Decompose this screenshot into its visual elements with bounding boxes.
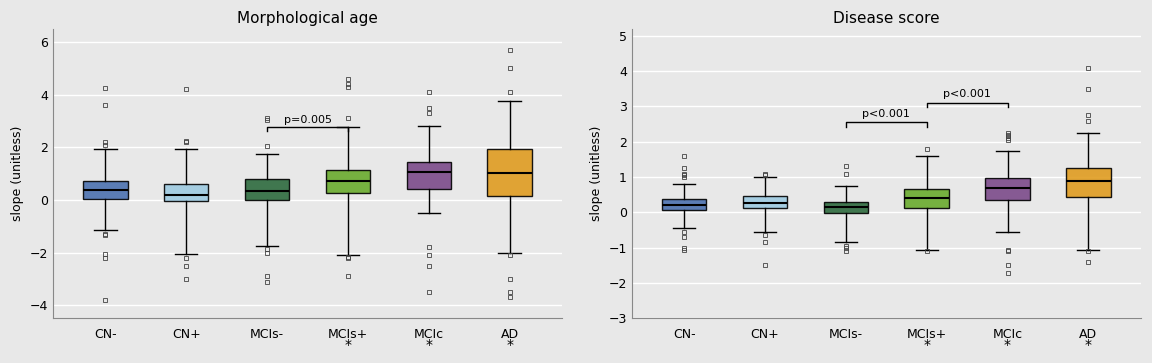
Y-axis label: slope (unitless): slope (unitless) [12, 126, 24, 221]
PathPatch shape [164, 184, 209, 201]
PathPatch shape [662, 199, 706, 210]
Text: p<0.001: p<0.001 [943, 89, 991, 99]
PathPatch shape [407, 162, 450, 189]
PathPatch shape [83, 181, 128, 199]
PathPatch shape [904, 189, 949, 208]
Text: *: * [344, 338, 351, 352]
Text: p=0.005: p=0.005 [283, 115, 332, 125]
Text: p<0.001: p<0.001 [863, 109, 910, 119]
Title: Disease score: Disease score [833, 11, 940, 26]
Title: Morphological age: Morphological age [237, 11, 378, 26]
PathPatch shape [487, 148, 532, 196]
PathPatch shape [1066, 168, 1111, 196]
PathPatch shape [245, 179, 289, 200]
Y-axis label: slope (unitless): slope (unitless) [590, 126, 602, 221]
Text: *: * [425, 338, 432, 352]
Text: *: * [506, 338, 513, 352]
PathPatch shape [985, 178, 1030, 200]
Text: *: * [1085, 338, 1092, 352]
Text: *: * [923, 338, 930, 352]
PathPatch shape [824, 202, 869, 213]
Text: *: * [1005, 338, 1011, 352]
PathPatch shape [326, 170, 370, 193]
PathPatch shape [743, 196, 787, 208]
